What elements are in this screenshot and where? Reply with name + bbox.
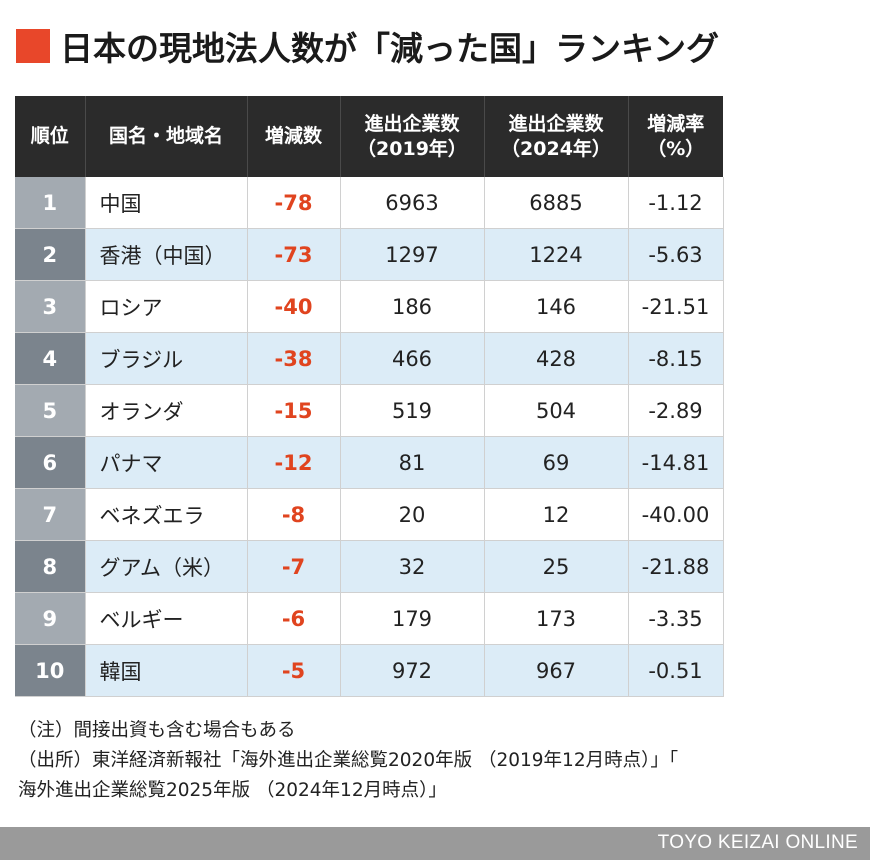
count-2024-cell: 428	[484, 332, 629, 385]
rate-cell: -3.35	[628, 592, 724, 645]
header-count-2024: 進出企業数 （2024年）	[484, 96, 629, 177]
count-2024-cell: 504	[484, 384, 629, 437]
table-row: 9 ベルギー -6 179 173 -3.35	[15, 592, 724, 645]
count-2024-cell: 12	[484, 488, 629, 541]
rank-cell: 10	[15, 644, 86, 697]
title-accent-square	[16, 29, 50, 63]
source-line-continued: 海外進出企業総覧2025年版 （2024年12月時点）」	[18, 780, 447, 801]
count-2024-cell: 967	[484, 644, 629, 697]
country-cell: ベネズエラ	[85, 488, 248, 541]
count-2019-cell: 81	[340, 436, 485, 489]
rank-cell: 8	[15, 540, 86, 593]
change-cell: -7	[247, 540, 341, 593]
change-cell: -40	[247, 280, 341, 333]
table-row: 4 ブラジル -38 466 428 -8.15	[15, 332, 724, 385]
rank-cell: 4	[15, 332, 86, 385]
count-2019-cell: 519	[340, 384, 485, 437]
rank-cell: 7	[15, 488, 86, 541]
source-notes: （注）間接出資も含む場合もある （出所）東洋経済新報社「海外進出企業総覧2020…	[18, 716, 858, 806]
header-count-2024-line1: 進出企業数	[508, 112, 604, 135]
country-cell: ベルギー	[85, 592, 248, 645]
rank-cell: 5	[15, 384, 86, 437]
header-count-2019: 進出企業数 （2019年）	[340, 96, 485, 177]
rank-cell: 6	[15, 436, 86, 489]
table-row: 1 中国 -78 6963 6885 -1.12	[15, 177, 724, 229]
count-2019-cell: 6963	[340, 177, 485, 229]
header-count-2019-line1: 進出企業数	[364, 112, 460, 135]
count-2019-cell: 466	[340, 332, 485, 385]
table-row: 7 ベネズエラ -8 20 12 -40.00	[15, 488, 724, 541]
table-row: 6 パナマ -12 81 69 -14.81	[15, 436, 724, 489]
ranking-table: 順位 国名・地域名 増減数 進出企業数 （2019年） 進出企業数 （2024年…	[15, 96, 724, 697]
header-change: 増減数	[247, 96, 341, 177]
count-2019-cell: 972	[340, 644, 485, 697]
rate-cell: -14.81	[628, 436, 724, 489]
country-cell: 中国	[85, 177, 248, 229]
rate-cell: -21.88	[628, 540, 724, 593]
rank-cell: 3	[15, 280, 86, 333]
footer-bar: TOYO KEIZAI ONLINE	[0, 827, 870, 860]
change-cell: -6	[247, 592, 341, 645]
change-cell: -8	[247, 488, 341, 541]
header-country: 国名・地域名	[85, 96, 248, 177]
rate-cell: -8.15	[628, 332, 724, 385]
count-2019-cell: 186	[340, 280, 485, 333]
country-cell: パナマ	[85, 436, 248, 489]
count-2024-cell: 25	[484, 540, 629, 593]
table-header-row: 順位 国名・地域名 増減数 進出企業数 （2019年） 進出企業数 （2024年…	[15, 96, 723, 177]
count-2024-cell: 6885	[484, 177, 629, 229]
count-2024-cell: 1224	[484, 228, 629, 281]
rate-cell: -5.63	[628, 228, 724, 281]
table-row: 10 韓国 -5 972 967 -0.51	[15, 644, 724, 697]
rate-cell: -1.12	[628, 177, 724, 229]
footer-brand-logo: TOYO KEIZAI ONLINE	[657, 832, 858, 853]
rate-cell: -40.00	[628, 488, 724, 541]
table-row: 8 グアム（米） -7 32 25 -21.88	[15, 540, 724, 593]
page-title-row: 日本の現地法人数が「減った国」ランキング	[16, 20, 719, 72]
count-2019-cell: 32	[340, 540, 485, 593]
country-cell: 香港（中国）	[85, 228, 248, 281]
rank-cell: 1	[15, 177, 86, 229]
page-title: 日本の現地法人数が「減った国」ランキング	[60, 29, 720, 68]
rank-cell: 9	[15, 592, 86, 645]
rank-cell: 2	[15, 228, 86, 281]
source-line: （出所）東洋経済新報社「海外進出企業総覧2020年版 （2019年12月時点）」…	[18, 750, 679, 771]
change-cell: -78	[247, 177, 341, 229]
rate-cell: -21.51	[628, 280, 724, 333]
note-line: （注）間接出資も含む場合もある	[18, 720, 296, 741]
header-count-2024-line2: （2024年）	[501, 137, 611, 160]
header-rank: 順位	[15, 96, 86, 177]
change-cell: -5	[247, 644, 341, 697]
change-cell: -12	[247, 436, 341, 489]
table-row: 3 ロシア -40 186 146 -21.51	[15, 280, 724, 333]
table-row: 5 オランダ -15 519 504 -2.89	[15, 384, 724, 437]
rate-cell: -0.51	[628, 644, 724, 697]
change-cell: -73	[247, 228, 341, 281]
country-cell: 韓国	[85, 644, 248, 697]
country-cell: ブラジル	[85, 332, 248, 385]
header-rate-line1: 増減率	[647, 112, 705, 135]
count-2024-cell: 146	[484, 280, 629, 333]
count-2019-cell: 20	[340, 488, 485, 541]
table-row: 2 香港（中国） -73 1297 1224 -5.63	[15, 228, 724, 281]
header-count-2019-line2: （2019年）	[357, 137, 467, 160]
country-cell: ロシア	[85, 280, 248, 333]
rate-cell: -2.89	[628, 384, 724, 437]
count-2019-cell: 1297	[340, 228, 485, 281]
count-2024-cell: 173	[484, 592, 629, 645]
country-cell: グアム（米）	[85, 540, 248, 593]
header-rate: 増減率 （%）	[628, 96, 723, 177]
change-cell: -15	[247, 384, 341, 437]
count-2019-cell: 179	[340, 592, 485, 645]
header-rate-line2: （%）	[647, 137, 705, 160]
country-cell: オランダ	[85, 384, 248, 437]
change-cell: -38	[247, 332, 341, 385]
count-2024-cell: 69	[484, 436, 629, 489]
